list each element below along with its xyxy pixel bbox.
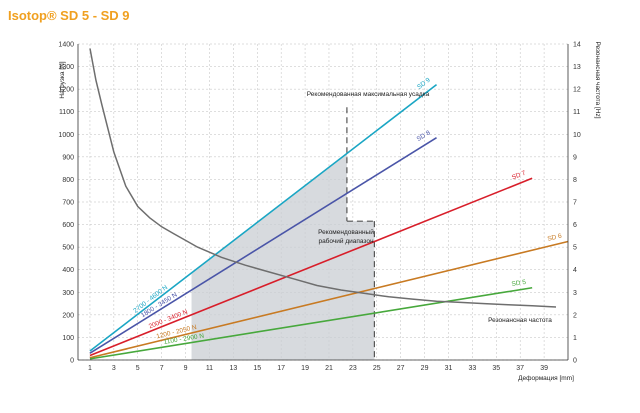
series-label-sd-7: SD 7 xyxy=(511,170,527,182)
y-tick-label: 200 xyxy=(62,312,74,319)
x-tick-label: 1 xyxy=(88,365,92,372)
x-tick-label: 25 xyxy=(373,365,381,372)
y2-tick-label: 6 xyxy=(573,222,577,229)
x-tick-label: 35 xyxy=(492,365,500,372)
recommended-range-label-line2: рабочий диапазон xyxy=(318,237,374,245)
y-tick-labels: 0 100 200 300 400 500 600 700 800 900 1000 1100 1200… xyxy=(58,42,74,365)
recommended-max-label: Рекомендованная максимальная усадка xyxy=(307,91,430,98)
y2-tick-label: 14 xyxy=(573,42,581,49)
x-tick-label: 9 xyxy=(184,365,188,372)
y2-tick-label: 11 xyxy=(573,109,580,116)
y-tick-label: 700 xyxy=(62,200,74,207)
y2-tick-label: 1 xyxy=(573,335,577,342)
y-tick-label: 1000 xyxy=(58,132,74,139)
y2-tick-label: 2 xyxy=(573,312,577,319)
x-tick-label: 7 xyxy=(160,365,164,372)
x-tick-label: 23 xyxy=(349,365,357,372)
resonance-curve xyxy=(89,48,557,308)
resonance-curve-line xyxy=(89,48,557,308)
y2-tick-label: 8 xyxy=(573,177,577,184)
grid xyxy=(78,43,568,361)
series-line-sd-8 xyxy=(89,136,437,354)
series-line-sd-5 xyxy=(89,286,533,360)
y-tick-label: 400 xyxy=(62,267,74,274)
series-lines xyxy=(89,83,569,360)
series-line-sd-6 xyxy=(89,240,569,359)
series-line-sd-9 xyxy=(89,83,438,352)
y2-tick-label: 3 xyxy=(573,290,577,297)
series-line-sd-7 xyxy=(89,177,533,357)
y2-tick-label: 0 xyxy=(573,358,577,365)
y2-tick-label: 5 xyxy=(573,245,577,252)
y2-tick-label: 7 xyxy=(573,200,577,207)
x-tick-label: 19 xyxy=(301,365,309,372)
y-tick-label: 900 xyxy=(62,154,74,161)
resonance-label: Резонансная частота xyxy=(488,317,552,324)
chart-title: Isotop® SD 5 - SD 9 xyxy=(8,8,130,23)
x-tick-label: 21 xyxy=(325,365,333,372)
recommended-limit-lines xyxy=(346,107,375,360)
x-axis-label: Деформация [mm] xyxy=(518,375,574,382)
y2-tick-label: 10 xyxy=(573,132,581,139)
y-tick-label: 600 xyxy=(62,222,74,229)
x-tick-label: 13 xyxy=(229,365,237,372)
axes xyxy=(77,44,569,361)
x-tick-label: 3 xyxy=(112,365,116,372)
series-label-sd-6: SD 6 xyxy=(547,233,563,243)
x-tick-label: 27 xyxy=(397,365,405,372)
x-tick-label: 39 xyxy=(540,365,548,372)
x-tick-label: 17 xyxy=(277,365,285,372)
y-tick-label: 0 xyxy=(70,358,74,365)
x-tick-label: 5 xyxy=(136,365,140,372)
series-label-sd-5: SD 5 xyxy=(511,279,527,288)
y-tick-label: 1200 xyxy=(58,87,74,94)
y-tick-label: 500 xyxy=(62,245,74,252)
series-label-sd-8: SD 8 xyxy=(416,129,432,143)
y2-axis-label: Резонансная частота [Hz] xyxy=(594,41,601,118)
y-tick-label: 1300 xyxy=(58,64,74,71)
y-axis-label: Нагрузка [N] xyxy=(59,61,66,98)
series-label-sd-9: SD 9 xyxy=(416,76,432,91)
recommended-range-label-line1: Рекомендованный xyxy=(318,228,374,236)
y-tick-label: 1400 xyxy=(58,42,74,49)
x-tick-label: 33 xyxy=(468,365,476,372)
x-tick-label: 29 xyxy=(421,365,429,372)
x-tick-labels: 1 3 5 7 9 11 13 15 17 19 21 23 25 27 29 31 33 35 37 39 xyxy=(88,365,548,372)
y-tick-label: 100 xyxy=(62,335,74,342)
y2-tick-label: 12 xyxy=(573,87,581,94)
x-tick-label: 15 xyxy=(253,365,261,372)
y2-tick-label: 4 xyxy=(573,267,577,274)
x-tick-label: 37 xyxy=(516,365,524,372)
y-tick-label: 1100 xyxy=(59,109,74,116)
x-tick-label: 11 xyxy=(206,365,213,372)
x-tick-label: 31 xyxy=(445,365,453,372)
y2-tick-label: 9 xyxy=(573,154,577,161)
y-tick-label: 300 xyxy=(62,290,74,297)
y2-tick-label: 13 xyxy=(573,64,581,71)
y-tick-label: 800 xyxy=(62,177,74,184)
